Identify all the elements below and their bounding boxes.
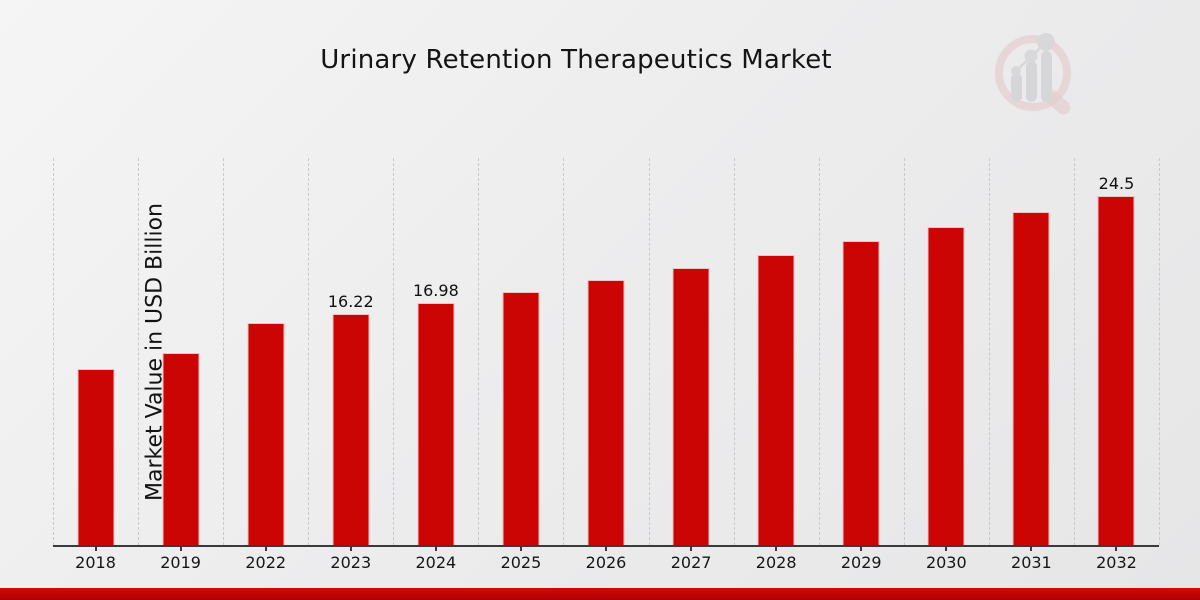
gridline [138,158,140,545]
bar-2019 [162,353,200,545]
bar-2025 [502,292,540,545]
x-axis-tick [434,545,437,551]
x-axis-tick [690,545,693,551]
bar-2026 [587,280,625,545]
bar-2027 [672,268,710,545]
x-tick-label-2031: 2031 [1011,553,1052,572]
x-tick-label-2026: 2026 [585,553,627,572]
x-tick-label-2024: 2024 [415,553,457,572]
gridline [1159,158,1160,545]
x-axis-tick [775,545,778,551]
x-tick-label-2025: 2025 [500,553,542,572]
bar-value-label-2023: 16.22 [327,292,374,311]
bar-2031 [1012,212,1050,545]
gridline [1073,158,1075,545]
x-tick-label-2027: 2027 [670,553,712,572]
x-tick-label-2019: 2019 [160,553,201,572]
bar-value-label-2032: 24.5 [1098,174,1135,193]
x-axis-tick [860,545,863,551]
gridline [478,158,480,545]
x-axis-tick [264,545,267,551]
gridline [818,158,820,545]
gridline [223,158,225,545]
x-tick-label-2029: 2029 [840,553,882,572]
bar-2023 [332,314,370,545]
bar-value-label-2024: 16.98 [412,281,459,300]
x-tick-label-2018: 2018 [75,553,116,572]
gridline [308,158,310,545]
x-tick-label-2022: 2022 [245,553,287,572]
x-axis-tick [94,545,97,551]
x-axis-tick [349,545,352,551]
gridline [733,158,735,545]
x-tick-label-2032: 2032 [1096,553,1137,572]
gridline [988,158,990,545]
bottom-accent-bar [0,588,1200,600]
gridline [53,158,54,545]
x-tick-label-2028: 2028 [755,553,797,572]
bar-2024 [417,303,455,545]
bar-2032 [1097,196,1135,545]
x-tick-label-2030: 2030 [925,553,967,572]
gridline [563,158,565,545]
x-axis-tick [605,545,607,551]
x-axis-tick [1115,545,1118,551]
bar-2029 [842,241,880,545]
gridline [648,158,650,545]
x-axis-tick [1030,545,1033,551]
x-tick-label-2023: 2023 [330,553,372,572]
brand-logo-watermark-icon [995,33,1071,115]
bar-2018 [77,369,115,545]
x-axis-tick [945,545,948,551]
bar-2030 [927,227,965,545]
bar-2022 [247,323,285,545]
page-title: Urinary Retention Therapeutics Market [320,45,832,75]
bar-2028 [757,255,795,545]
gridline [393,158,395,545]
x-axis-tick [179,545,182,551]
plot-area: 2018 2019 2022 16.22 2023 16.98 2024 2025 2026 20… [53,158,1160,572]
x-axis-tick [519,545,522,551]
gridline [903,158,905,545]
